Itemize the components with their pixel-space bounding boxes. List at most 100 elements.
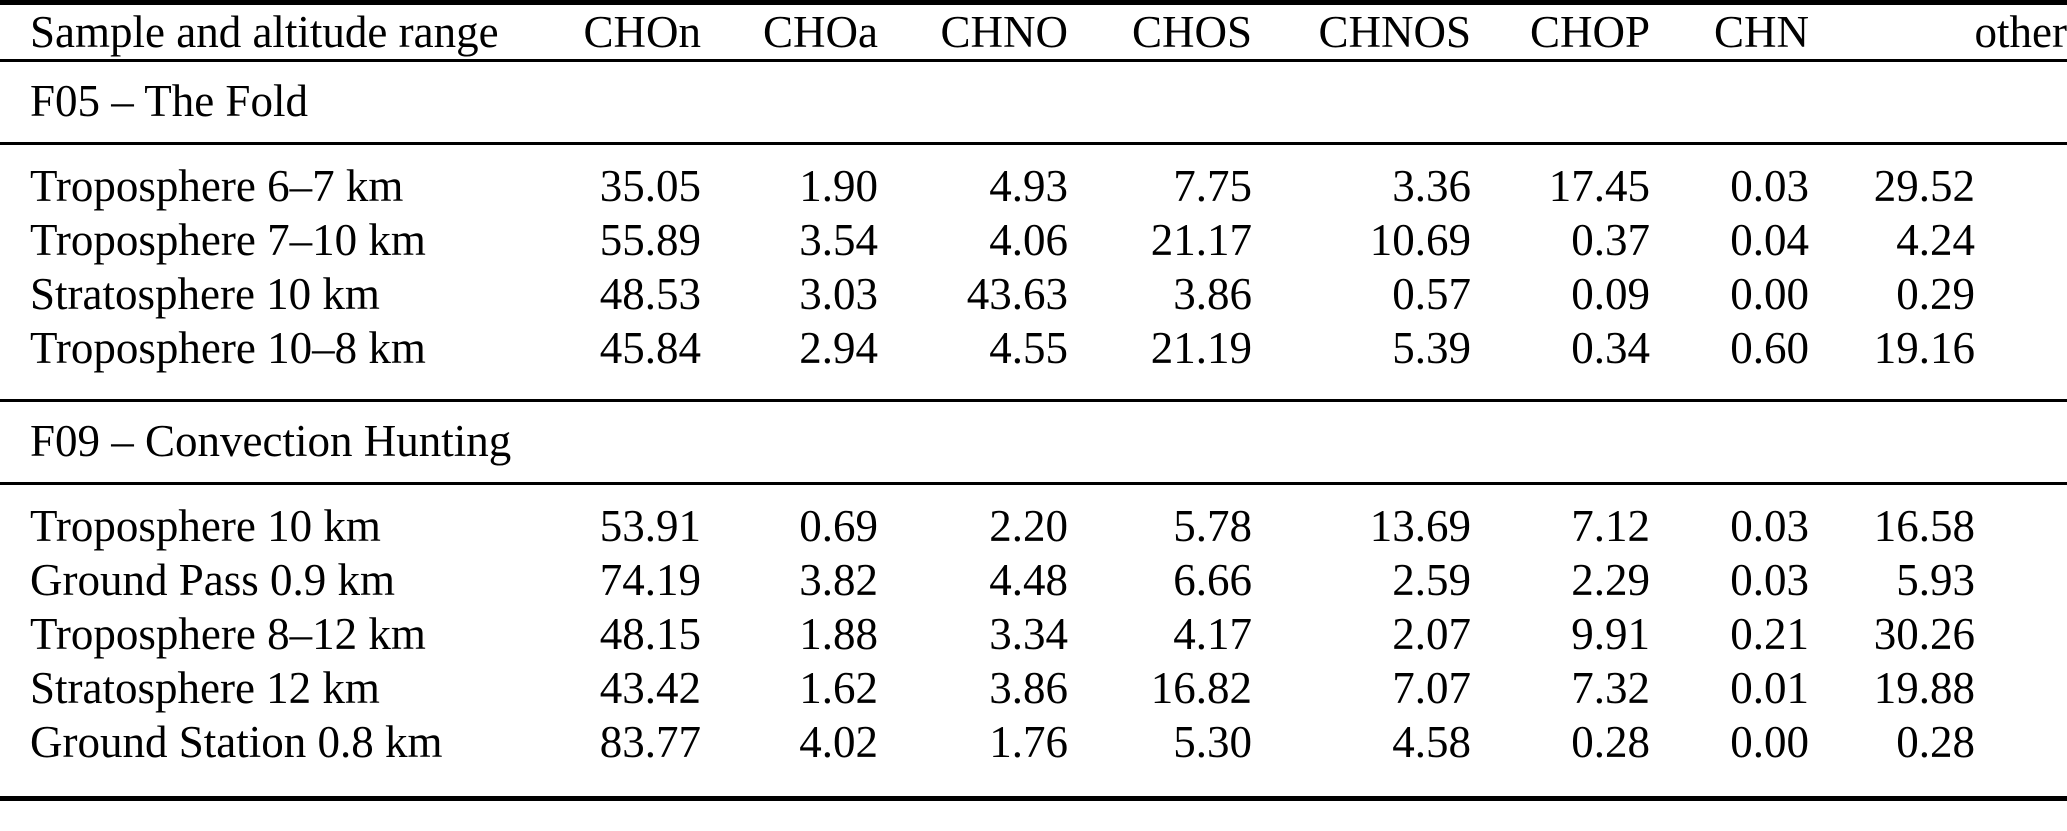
cell-value: 0.00 <box>1730 269 1809 319</box>
cell-value: 0.01 <box>1730 663 1809 713</box>
column-header-chop: CHOP <box>1529 7 1650 57</box>
cell-value: 0.28 <box>1896 717 1975 767</box>
cell-value: 0.37 <box>1571 215 1650 265</box>
cell-value: 7.75 <box>1173 161 1252 211</box>
cell-value: 10.69 <box>1369 215 1471 265</box>
row-label: Ground Station 0.8 km <box>30 717 443 767</box>
cell-value: 0.09 <box>1571 269 1650 319</box>
cell-value: 0.00 <box>1730 717 1809 767</box>
row-label: Stratosphere 12 km <box>30 663 380 713</box>
table-row: Stratosphere 12 km 43.42 1.62 3.86 16.82 7.07… <box>0 661 2067 715</box>
column-header-other: other <box>1974 7 2067 57</box>
cell-value: 0.57 <box>1392 269 1471 319</box>
cell-value: 9.91 <box>1571 609 1650 659</box>
cell-value: 0.04 <box>1730 215 1809 265</box>
cell-value: 7.07 <box>1392 663 1471 713</box>
section-heading-row: F09 – Convection Hunting <box>0 401 2067 484</box>
table-row: Troposphere 8–12 km 48.15 1.88 3.34 4.17 2.07… <box>0 607 2067 661</box>
cell-value: 0.03 <box>1730 555 1809 605</box>
column-header-chn: CHN <box>1713 7 1809 57</box>
cell-value: 4.48 <box>989 555 1068 605</box>
cell-value: 1.88 <box>799 609 878 659</box>
cell-value: 4.55 <box>989 323 1068 373</box>
cell-value: 48.53 <box>599 269 701 319</box>
column-header-chon: CHOn <box>583 7 701 57</box>
cell-value: 19.88 <box>1873 663 1975 713</box>
cell-value: 4.93 <box>989 161 1068 211</box>
cell-value: 0.03 <box>1730 501 1809 551</box>
cell-value: 43.42 <box>599 663 701 713</box>
cell-value: 2.20 <box>989 501 1068 551</box>
cell-value: 16.82 <box>1150 663 1252 713</box>
header-row: Sample and altitude range CHOn CHOa CHNO… <box>0 3 2067 61</box>
table-row: Troposphere 6–7 km 35.05 1.90 4.93 7.75 3.36 1… <box>0 144 2067 214</box>
cell-value: 2.59 <box>1392 555 1471 605</box>
cell-value: 4.24 <box>1896 215 1975 265</box>
cell-value: 5.93 <box>1896 555 1975 605</box>
cell-value: 0.60 <box>1730 323 1809 373</box>
table-row: Ground Pass 0.9 km 74.19 3.82 4.48 6.66 2.59 2… <box>0 553 2067 607</box>
cell-value: 2.94 <box>799 323 878 373</box>
cell-value: 0.03 <box>1730 161 1809 211</box>
table-row: Stratosphere 10 km 48.53 3.03 43.63 3.86 0.57… <box>0 267 2067 321</box>
cell-value: 45.84 <box>599 323 701 373</box>
cell-value: 1.62 <box>799 663 878 713</box>
cell-value: 53.91 <box>599 501 701 551</box>
row-label: Troposphere 6–7 km <box>30 161 404 211</box>
cell-value: 3.54 <box>799 215 878 265</box>
cell-value: 3.03 <box>799 269 878 319</box>
cell-value: 0.69 <box>799 501 878 551</box>
cell-value: 17.45 <box>1548 161 1650 211</box>
cell-value: 21.19 <box>1150 323 1252 373</box>
cell-value: 6.66 <box>1173 555 1252 605</box>
table-row: Ground Station 0.8 km 83.77 4.02 1.76 5.30 4.… <box>0 715 2067 799</box>
row-label: Troposphere 10–8 km <box>30 323 426 373</box>
section-heading-group: F05 – The Fold <box>0 61 2067 144</box>
cell-value: 48.15 <box>599 609 701 659</box>
cell-value: 2.07 <box>1392 609 1471 659</box>
section-heading: F09 – Convection Hunting <box>30 416 512 466</box>
table-row: Troposphere 10 km 53.91 0.69 2.20 5.78 13.69 7… <box>0 484 2067 554</box>
table-row: Troposphere 10–8 km 45.84 2.94 4.55 21.19 5.3… <box>0 321 2067 401</box>
cell-value: 7.12 <box>1571 501 1650 551</box>
row-label: Stratosphere 10 km <box>30 269 380 319</box>
cell-value: 4.17 <box>1173 609 1252 659</box>
cell-value: 3.86 <box>989 663 1068 713</box>
cell-value: 0.34 <box>1571 323 1650 373</box>
section-heading-group: F09 – Convection Hunting <box>0 401 2067 484</box>
cell-value: 30.26 <box>1873 609 1975 659</box>
cell-value: 2.29 <box>1571 555 1650 605</box>
table-row: Troposphere 7–10 km 55.89 3.54 4.06 21.17 10.… <box>0 213 2067 267</box>
cell-value: 35.05 <box>599 161 701 211</box>
cell-value: 7.32 <box>1571 663 1650 713</box>
row-label: Troposphere 7–10 km <box>30 215 426 265</box>
cell-value: 55.89 <box>599 215 701 265</box>
row-label: Troposphere 8–12 km <box>30 609 426 659</box>
composition-table: Sample and altitude range CHOn CHOa CHNO… <box>0 0 2067 801</box>
cell-value: 19.16 <box>1873 323 1975 373</box>
row-label: Ground Pass 0.9 km <box>30 555 396 605</box>
cell-value: 0.29 <box>1896 269 1975 319</box>
table-header: Sample and altitude range CHOn CHOa CHNO… <box>0 3 2067 61</box>
column-header-choa: CHOa <box>763 7 878 57</box>
cell-value: 83.77 <box>599 717 701 767</box>
section-heading-row: F05 – The Fold <box>0 61 2067 144</box>
cell-value: 1.76 <box>989 717 1068 767</box>
cell-value: 29.52 <box>1873 161 1975 211</box>
cell-value: 74.19 <box>599 555 701 605</box>
cell-value: 3.82 <box>799 555 878 605</box>
cell-value: 1.90 <box>799 161 878 211</box>
column-header-chos: CHOS <box>1131 7 1252 57</box>
cell-value: 3.36 <box>1392 161 1471 211</box>
cell-value: 13.69 <box>1369 501 1471 551</box>
cell-value: 5.39 <box>1392 323 1471 373</box>
column-header-sample: Sample and altitude range <box>30 7 499 57</box>
cell-value: 4.02 <box>799 717 878 767</box>
section-body: Troposphere 6–7 km 35.05 1.90 4.93 7.75 3.36 1… <box>0 144 2067 401</box>
cell-value: 3.86 <box>1173 269 1252 319</box>
cell-value: 0.21 <box>1730 609 1809 659</box>
cell-value: 5.30 <box>1173 717 1252 767</box>
cell-value: 4.06 <box>989 215 1068 265</box>
cell-value: 5.78 <box>1173 501 1252 551</box>
